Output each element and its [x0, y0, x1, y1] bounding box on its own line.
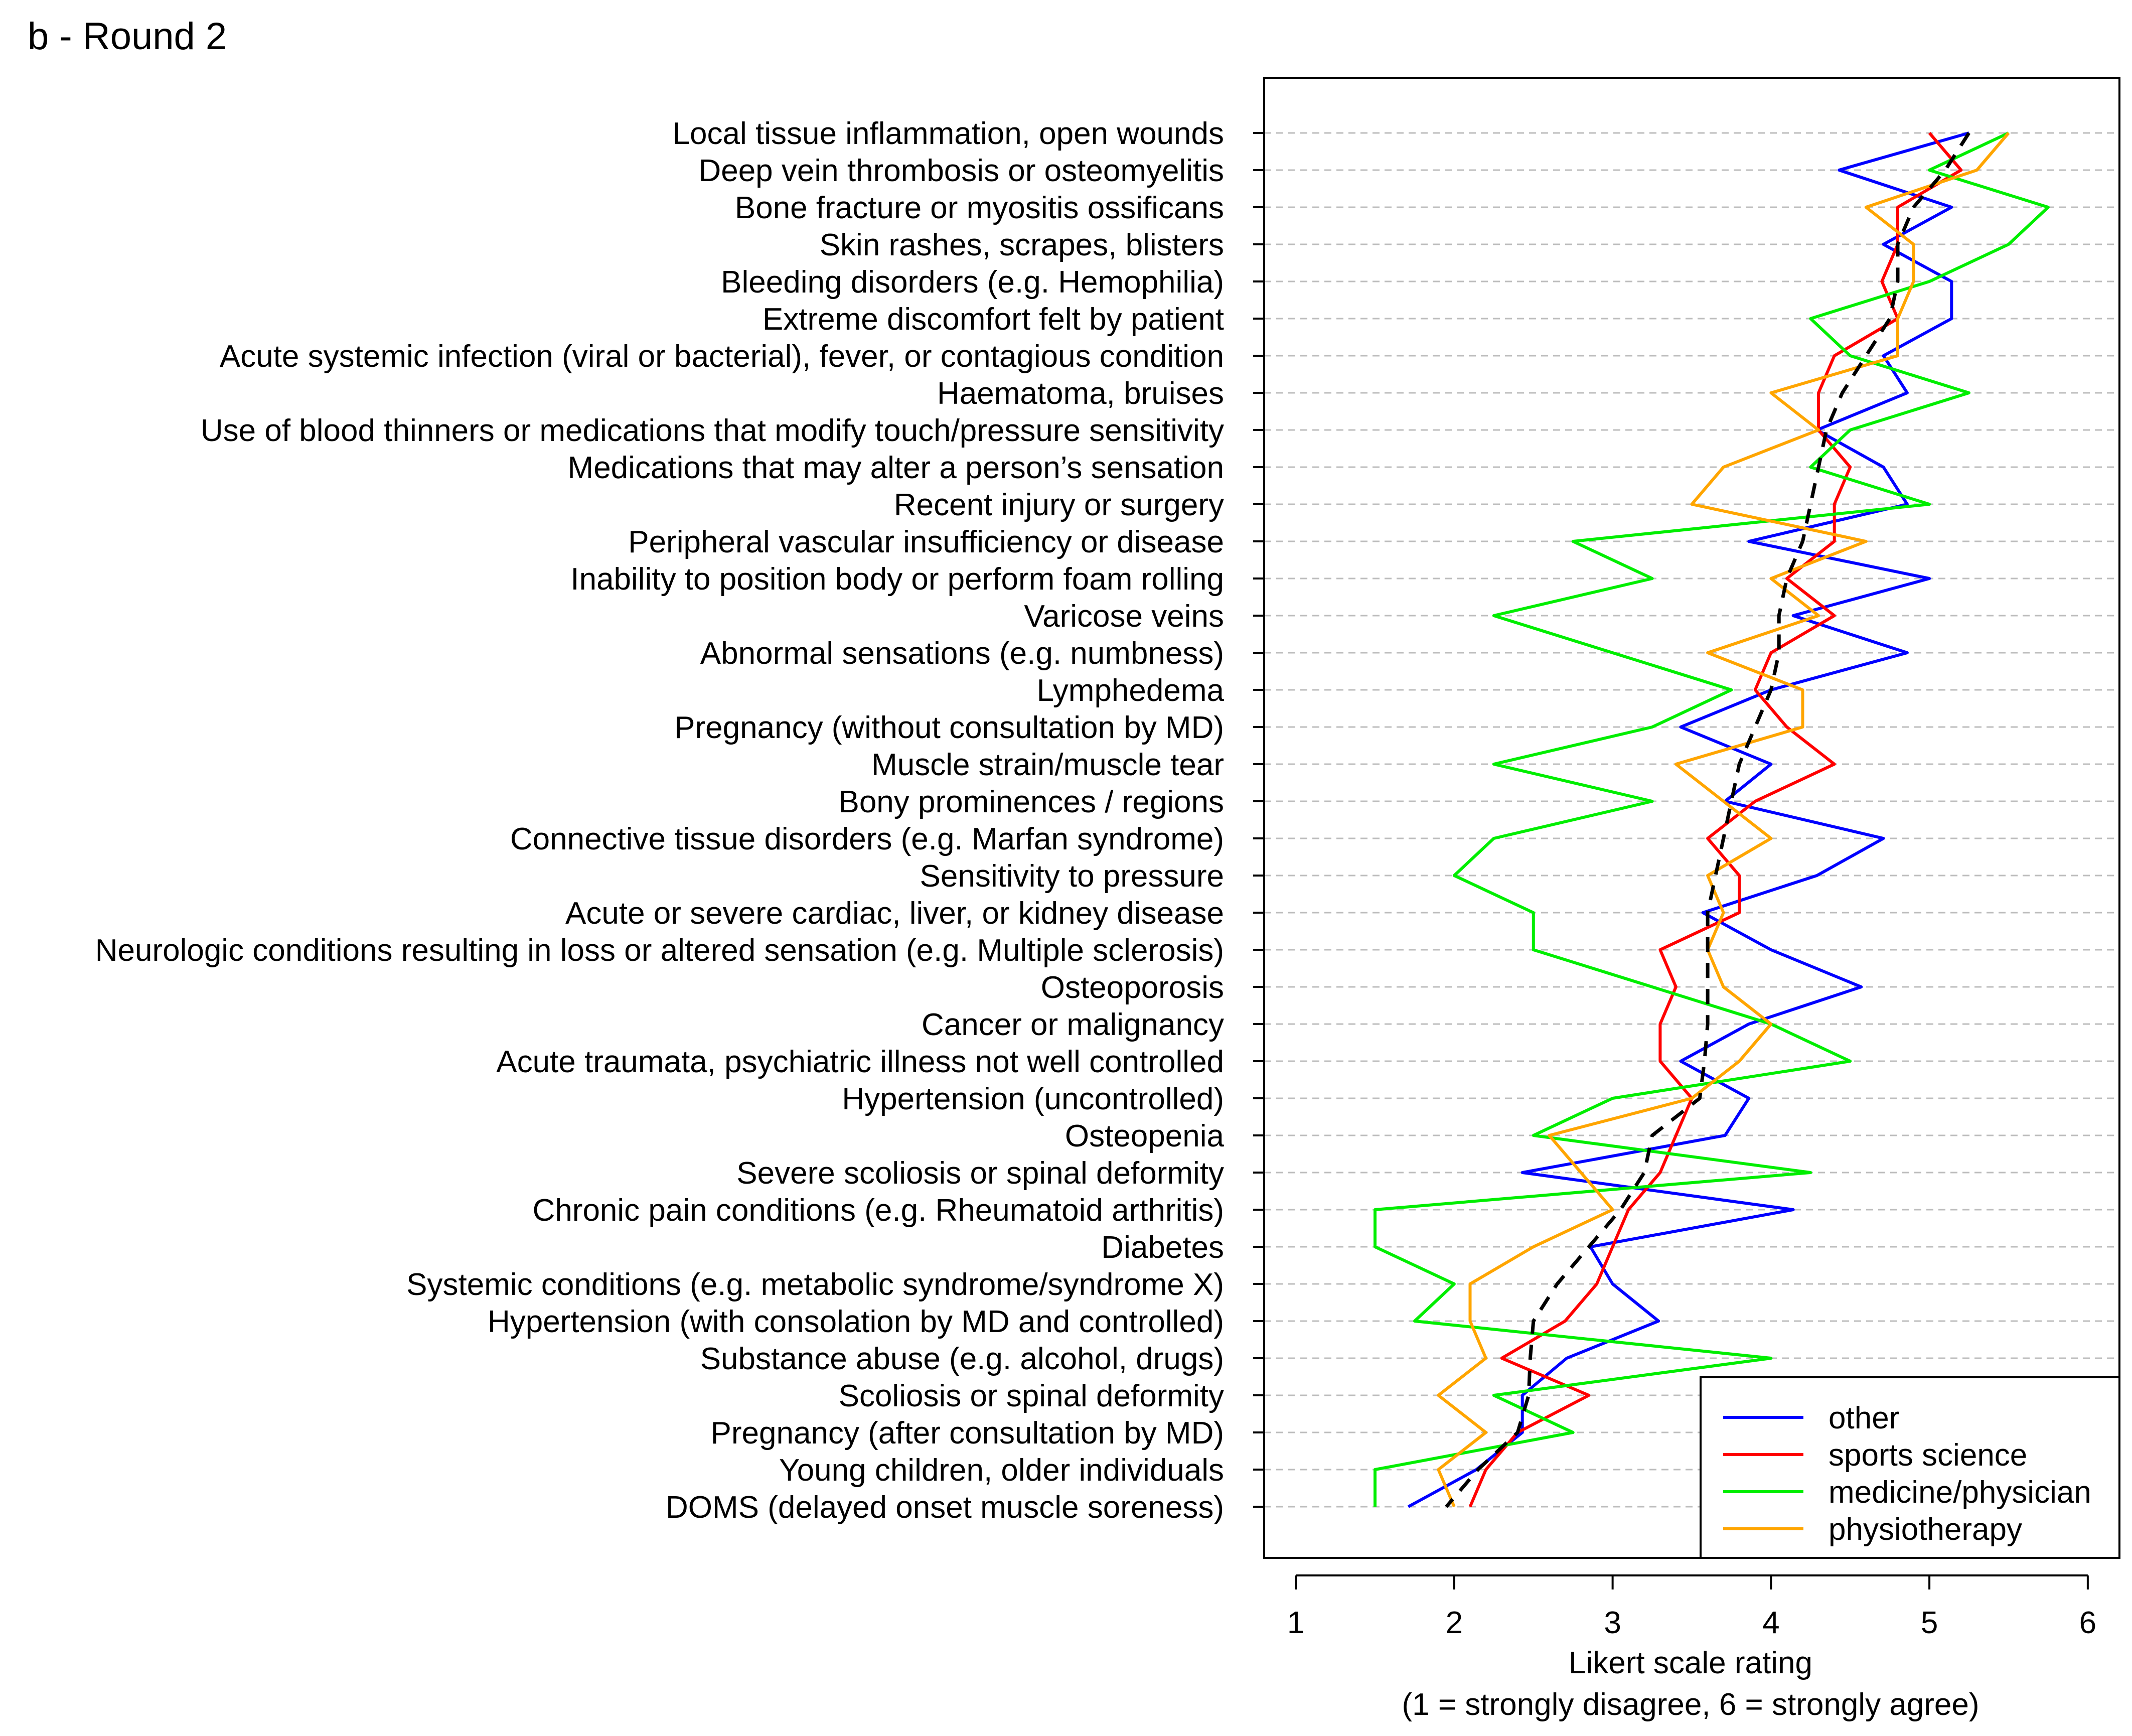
y-tick-label: Connective tissue disorders (e.g. Marfan… — [510, 822, 1224, 856]
y-tick-label: Substance abuse (e.g. alcohol, drugs) — [700, 1342, 1224, 1376]
plot-frame — [1263, 77, 2120, 1559]
chart-title: b - Round 2 — [28, 15, 227, 58]
y-tick-label: Systemic conditions (e.g. metabolic synd… — [406, 1267, 1224, 1302]
y-tick-label: Scoliosis or spinal deformity — [839, 1379, 1224, 1413]
y-tick-label: Local tissue inflammation, open wounds — [673, 116, 1224, 151]
x-axis-sublabel: (1 = strongly disagree, 6 = strongly agr… — [1402, 1687, 1979, 1722]
x-tick-label: 6 — [2079, 1606, 2096, 1640]
series-line-other — [1407, 131, 1969, 1508]
y-tick-label: Varicose veins — [1024, 599, 1224, 634]
legend-label: other — [1829, 1401, 1899, 1435]
legend-label: physiotherapy — [1829, 1512, 2022, 1547]
y-tick-label: Medications that may alter a person’s se… — [568, 451, 1224, 485]
y-tick-label: Pregnancy (without consultation by MD) — [674, 710, 1224, 745]
y-tick-label: Extreme discomfort felt by patient — [763, 302, 1224, 337]
x-tick-label: 5 — [1921, 1606, 1938, 1640]
y-tick-label: Acute systemic infection (viral or bacte… — [220, 339, 1224, 374]
series-line-physiotherapy — [1437, 132, 2010, 1508]
y-tick-label: Bone fracture or myositis ossificans — [735, 191, 1224, 225]
y-tick-label: Use of blood thinners or medications tha… — [201, 413, 1224, 448]
y-tick-label: Diabetes — [1101, 1230, 1224, 1265]
y-tick-label: Pregnancy (after consultation by MD) — [711, 1416, 1224, 1451]
y-tick-label: Osteoporosis — [1041, 970, 1224, 1005]
y-tick-label: Neurologic conditions resulting in loss … — [95, 933, 1224, 968]
y-tick-label: DOMS (delayed onset muscle soreness) — [666, 1490, 1224, 1525]
y-tick-label: Acute or severe cardiac, liver, or kidne… — [565, 896, 1224, 931]
y-tick-label: Lymphedema — [1037, 673, 1225, 708]
x-tick-label: 1 — [1287, 1606, 1304, 1640]
series-line-medicine-physician — [1374, 131, 2050, 1507]
y-tick-label: Hypertension (with consolation by MD and… — [488, 1305, 1224, 1339]
y-tick-label: Haematoma, bruises — [937, 376, 1224, 411]
y-tick-label: Inability to position body or perform fo… — [570, 562, 1224, 597]
y-tick-label: Skin rashes, scrapes, blisters — [820, 228, 1224, 262]
x-tick-label: 3 — [1604, 1606, 1621, 1640]
y-tick-label: Deep vein thrombosis or osteomyelitis — [698, 154, 1224, 188]
series-line-mean — [1445, 132, 1970, 1508]
y-axis: Local tissue inflammation, open woundsDe… — [95, 116, 1264, 1525]
y-tick-label: Acute traumata, psychiatric illness not … — [496, 1045, 1224, 1079]
x-tick-label: 2 — [1446, 1606, 1463, 1640]
y-tick-label: Bleeding disorders (e.g. Hemophilia) — [721, 265, 1224, 300]
series-line-sports-science — [1468, 132, 1963, 1508]
y-tick-label: Hypertension (uncontrolled) — [842, 1082, 1224, 1116]
x-axis-label: Likert scale rating — [1569, 1646, 1812, 1680]
x-tick-label: 4 — [1762, 1606, 1779, 1640]
legend-label: medicine/physician — [1829, 1475, 2091, 1510]
y-tick-label: Osteopenia — [1065, 1119, 1225, 1153]
y-tick-label: Abnormal sensations (e.g. numbness) — [700, 636, 1224, 671]
legend-label: sports science — [1829, 1438, 2027, 1473]
y-tick-label: Young children, older individuals — [779, 1453, 1224, 1488]
y-tick-label: Cancer or malignancy — [922, 1007, 1224, 1042]
y-tick-label: Bony prominences / regions — [838, 785, 1224, 819]
y-tick-label: Peripheral vascular insufficiency or dis… — [628, 525, 1224, 559]
y-tick-label: Sensitivity to pressure — [920, 859, 1224, 894]
y-tick-label: Muscle strain/muscle tear — [871, 748, 1224, 782]
y-tick-label: Chronic pain conditions (e.g. Rheumatoid… — [533, 1193, 1224, 1228]
grid-lines — [1264, 132, 2119, 1508]
y-tick-label: Recent injury or surgery — [894, 488, 1224, 522]
y-tick-label: Severe scoliosis or spinal deformity — [736, 1156, 1224, 1191]
series-layer — [1374, 131, 2050, 1508]
x-axis: 1 2 3 4 5 6 — [1287, 1574, 2096, 1640]
